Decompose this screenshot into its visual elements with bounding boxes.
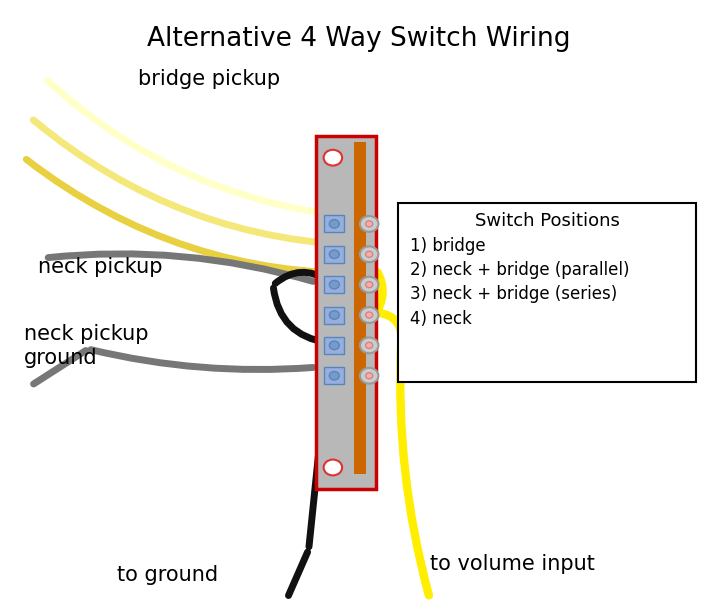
Text: 4) neck: 4) neck [409,310,472,328]
Circle shape [366,342,373,348]
Bar [324,337,344,354]
Circle shape [323,150,342,166]
Circle shape [329,311,339,319]
Circle shape [329,341,339,349]
Circle shape [360,216,379,232]
Text: neck pickup
ground: neck pickup ground [24,324,148,368]
Circle shape [366,373,373,379]
Text: 1) bridge: 1) bridge [409,237,485,255]
Text: to volume input: to volume input [429,554,594,574]
Bar [315,137,376,489]
Text: 3) neck + bridge (series): 3) neck + bridge (series) [409,285,617,303]
Circle shape [329,280,339,289]
Text: neck pickup: neck pickup [38,257,163,277]
Text: Switch Positions: Switch Positions [475,213,619,230]
Bar [324,306,344,324]
Text: Alternative 4 Way Switch Wiring: Alternative 4 Way Switch Wiring [147,26,570,52]
Circle shape [360,338,379,353]
Circle shape [360,246,379,262]
Bar [324,367,344,384]
Circle shape [329,371,339,380]
Circle shape [366,312,373,318]
Circle shape [366,221,373,227]
Circle shape [366,281,373,287]
Text: to ground: to ground [117,565,218,585]
Bar [324,215,344,232]
Bar [354,142,366,474]
Bar [324,246,344,263]
Circle shape [366,251,373,257]
Circle shape [360,368,379,384]
Text: bridge pickup: bridge pickup [138,69,280,89]
Text: 2) neck + bridge (parallel): 2) neck + bridge (parallel) [409,261,630,279]
Circle shape [360,307,379,323]
Circle shape [360,276,379,292]
Bar [398,204,696,383]
Circle shape [323,460,342,475]
Bar [324,276,344,293]
Circle shape [329,250,339,259]
Circle shape [329,219,339,228]
